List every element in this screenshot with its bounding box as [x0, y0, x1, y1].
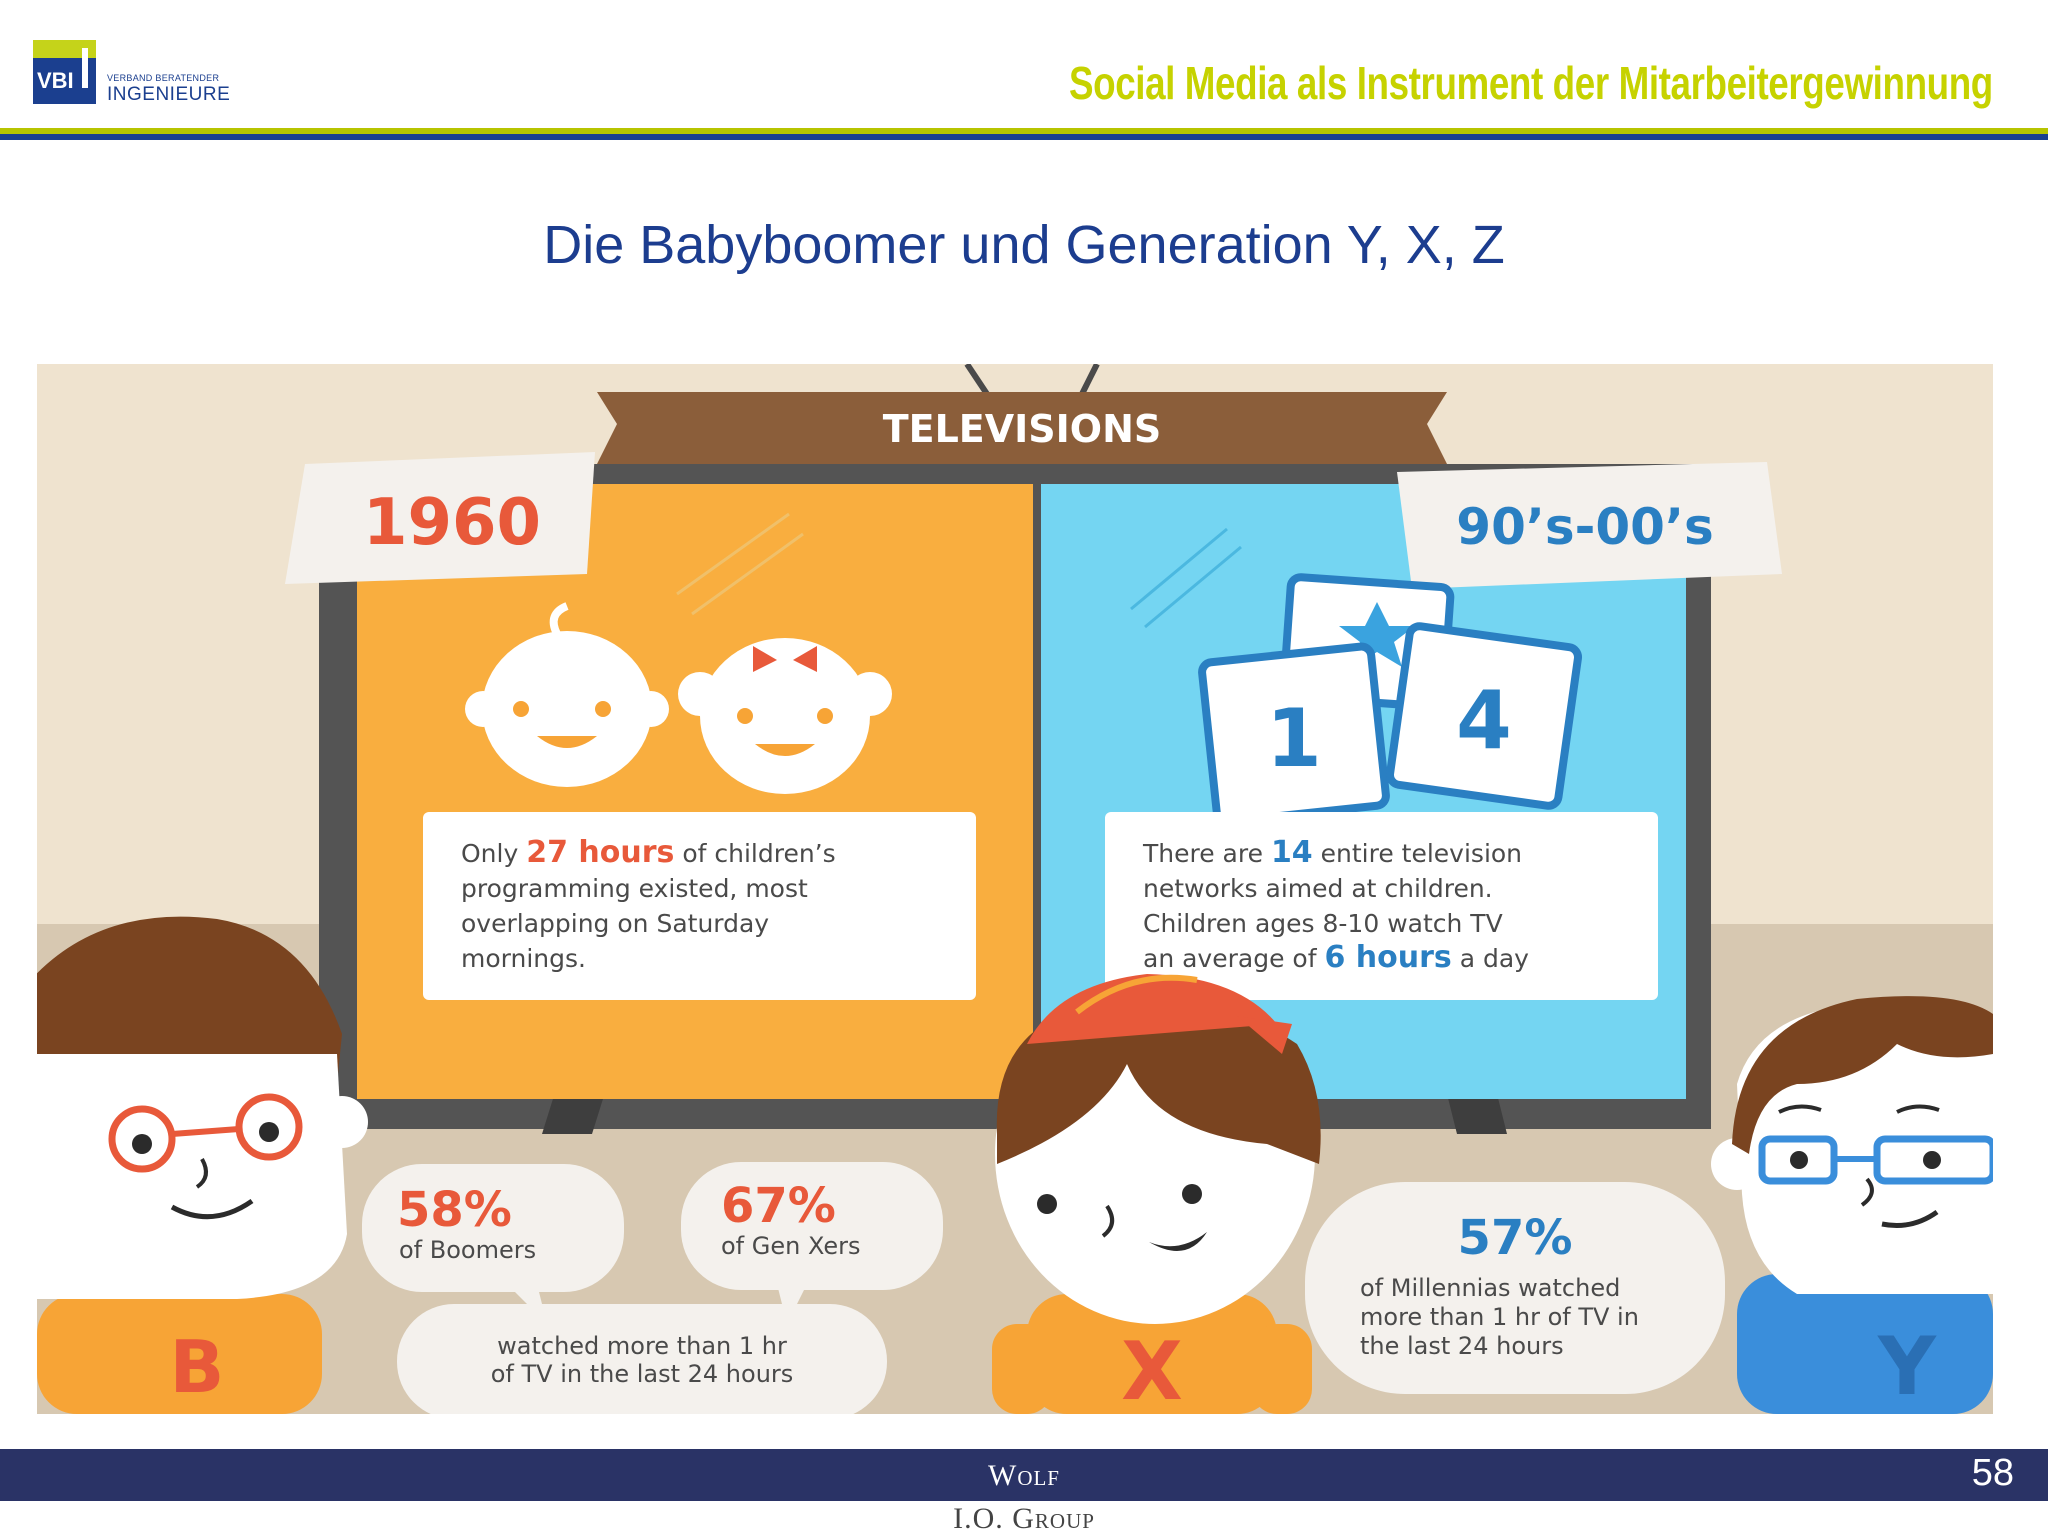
right-text-highlight4: 6 hours: [1324, 940, 1451, 975]
glare-left: [676, 512, 804, 616]
logo-abbrev: VBI: [37, 68, 74, 93]
footer-bar: [0, 1449, 2048, 1501]
logo-org-name: INGENIEURE: [107, 84, 231, 105]
channel-number-1: 1: [1266, 692, 1322, 785]
antenna-left: [964, 364, 990, 396]
right-text-post: entire television: [1313, 839, 1522, 868]
tv-infographic: TELEVISIONS 1960 90’s-00’s 1 4 On: [37, 364, 1993, 1414]
bubble-genx: [681, 1162, 943, 1290]
slide-title: Die Babyboomer und Generation Y, X, Z: [543, 215, 1505, 275]
right-text-post4: a day: [1452, 944, 1529, 973]
shirt-letter-y: Y: [1877, 1320, 1937, 1413]
page-number: 58: [1971, 1452, 2014, 1494]
baby-boy-icon: [465, 602, 669, 787]
vbi-logo: VBI VERBAND BERATENDER INGENIEURE: [33, 40, 230, 112]
tag-1960-label: 1960: [363, 486, 541, 560]
antenna-right: [1079, 364, 1100, 396]
right-text-box: [1105, 812, 1658, 1000]
right-text-line2: networks aimed at children.: [1143, 874, 1493, 903]
left-text-body: Only 27 hours of children’s programming …: [461, 835, 836, 973]
stat-millennials-line2: more than 1 hr of TV in: [1360, 1303, 1639, 1331]
stat-boomers-label: of Boomers: [399, 1236, 536, 1264]
shared-caption-line1: watched more than 1 hr: [497, 1332, 787, 1360]
left-text-line4: mornings.: [461, 944, 586, 973]
banner-label: TELEVISIONS: [883, 407, 1162, 451]
stat-millennials-line1: of Millennias watched: [1360, 1274, 1620, 1302]
right-text-pre4: an average of: [1143, 944, 1324, 973]
footer-company-sub: I.O. Group: [953, 1502, 1095, 1535]
tag-90s-shape: [1397, 462, 1782, 589]
right-text-line3: Children ages 8-10 watch TV: [1143, 909, 1503, 938]
header-rule-blue: [0, 134, 2048, 140]
banner-shape: [597, 392, 1447, 464]
left-text-line2: programming existed, most: [461, 874, 808, 903]
shirt-letter-b: B: [170, 1325, 225, 1409]
left-text-box: [423, 812, 976, 1000]
svg-text:There are 14 entire television: There are 14 entire television: [1142, 835, 1522, 870]
glare-right: [1130, 527, 1242, 629]
footer-company-name: Wolf: [988, 1459, 1060, 1492]
right-text-pre: There are: [1142, 839, 1271, 868]
millennial-kid-illustration: Y: [1711, 996, 1993, 1414]
right-text-body: There are 14 entire television networks …: [1142, 835, 1529, 975]
bubble-millennials: [1305, 1182, 1725, 1394]
shared-caption-line2: of TV in the last 24 hours: [491, 1360, 794, 1388]
bubble-shared-caption: [397, 1304, 887, 1414]
tag-1960-shape: [285, 452, 595, 584]
stat-boomers-value: 58%: [397, 1182, 512, 1238]
right-text-highlight: 14: [1271, 835, 1313, 870]
stat-millennials-line3: the last 24 hours: [1360, 1332, 1564, 1360]
genx-kid-illustration: X: [992, 974, 1321, 1414]
shirt-letter-x: X: [1121, 1325, 1183, 1414]
baby-girl-icon: [678, 638, 892, 794]
bubble-boomers: [362, 1164, 624, 1292]
presentation-title: Social Media als Instrument der Mitarbei…: [1069, 57, 1993, 109]
left-text-highlight: 27 hours: [526, 835, 674, 870]
boomer-kid-illustration: B: [37, 916, 368, 1414]
vbi-logo-mark: VBI: [33, 40, 96, 104]
svg-text:Only 27 hours of children’s: Only 27 hours of children’s: [461, 835, 836, 870]
left-text-post: of children’s: [674, 839, 835, 868]
left-text-line3: overlapping on Saturday: [461, 909, 769, 938]
left-text-pre: Only: [461, 839, 526, 868]
channel-blocks-icon: 1 4: [1198, 573, 1583, 826]
header-rule-green: [0, 128, 2048, 134]
logo-org-line: VERBAND BERATENDER: [107, 73, 220, 83]
stat-millennials-value: 57%: [1458, 1210, 1573, 1266]
stat-genx-label: of Gen Xers: [721, 1232, 860, 1260]
tag-90s-label: 90’s-00’s: [1456, 498, 1713, 556]
svg-text:an average of 6 hours a day: an average of 6 hours a day: [1143, 940, 1529, 975]
stat-genx-value: 67%: [721, 1178, 836, 1234]
channel-number-4: 4: [1456, 674, 1512, 767]
